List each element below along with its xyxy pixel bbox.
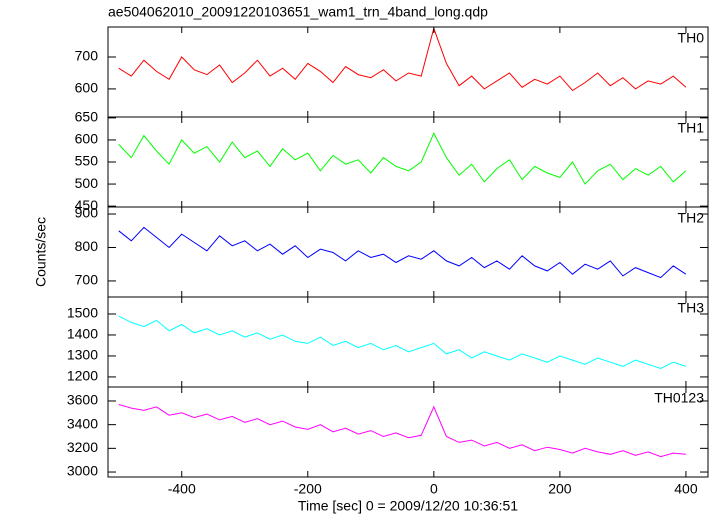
y-tick-label: 650 <box>75 109 99 125</box>
chart-title: ae504062010_20091220103651_wam1_trn_4ban… <box>108 4 488 20</box>
panel-label: TH0123 <box>654 390 704 406</box>
light-curve <box>118 132 687 185</box>
y-tick-label: 900 <box>75 205 99 221</box>
panel-frame <box>107 116 709 208</box>
y-tick-label: 450 <box>75 197 99 213</box>
panel-label: TH1 <box>678 120 705 136</box>
y-tick-label: 600 <box>75 80 99 96</box>
y-tick-label: 700 <box>75 48 99 64</box>
y-axis-label: Counts/sec <box>33 217 49 287</box>
panel-frame <box>107 296 709 388</box>
x-tick-label: -400 <box>168 481 196 497</box>
x-tick-label: -200 <box>294 481 322 497</box>
y-tick-label: 500 <box>75 175 99 191</box>
light-curve <box>118 26 687 92</box>
y-tick-label: 3000 <box>67 463 98 479</box>
y-tick-label: 1500 <box>67 305 98 321</box>
light-curve <box>118 315 687 370</box>
y-tick-label: 600 <box>75 131 99 147</box>
panel-frame <box>107 206 709 298</box>
y-tick-label: 3400 <box>67 415 98 431</box>
light-curve <box>118 404 686 458</box>
x-axis-label: Time [sec] 0 = 2009/12/20 10:36:51 <box>298 498 518 514</box>
panel-frame <box>107 386 709 478</box>
y-tick-label: 1200 <box>67 368 98 384</box>
y-tick-label: 800 <box>75 238 99 254</box>
y-tick-label: 1400 <box>67 326 98 342</box>
panel-label: TH2 <box>678 210 705 226</box>
x-tick-label: 200 <box>548 481 572 497</box>
panel-frame <box>107 26 709 118</box>
y-tick-label: 700 <box>75 272 99 288</box>
x-tick-label: 0 <box>430 481 438 497</box>
y-tick-label: 3600 <box>67 392 98 408</box>
panel-label: TH3 <box>678 300 705 316</box>
panel-label: TH0 <box>678 30 705 46</box>
y-tick-label: 3200 <box>67 439 98 455</box>
y-tick-label: 1300 <box>67 347 98 363</box>
light-curve <box>118 226 687 279</box>
y-tick-label: 550 <box>75 153 99 169</box>
x-tick-label: 400 <box>674 481 698 497</box>
